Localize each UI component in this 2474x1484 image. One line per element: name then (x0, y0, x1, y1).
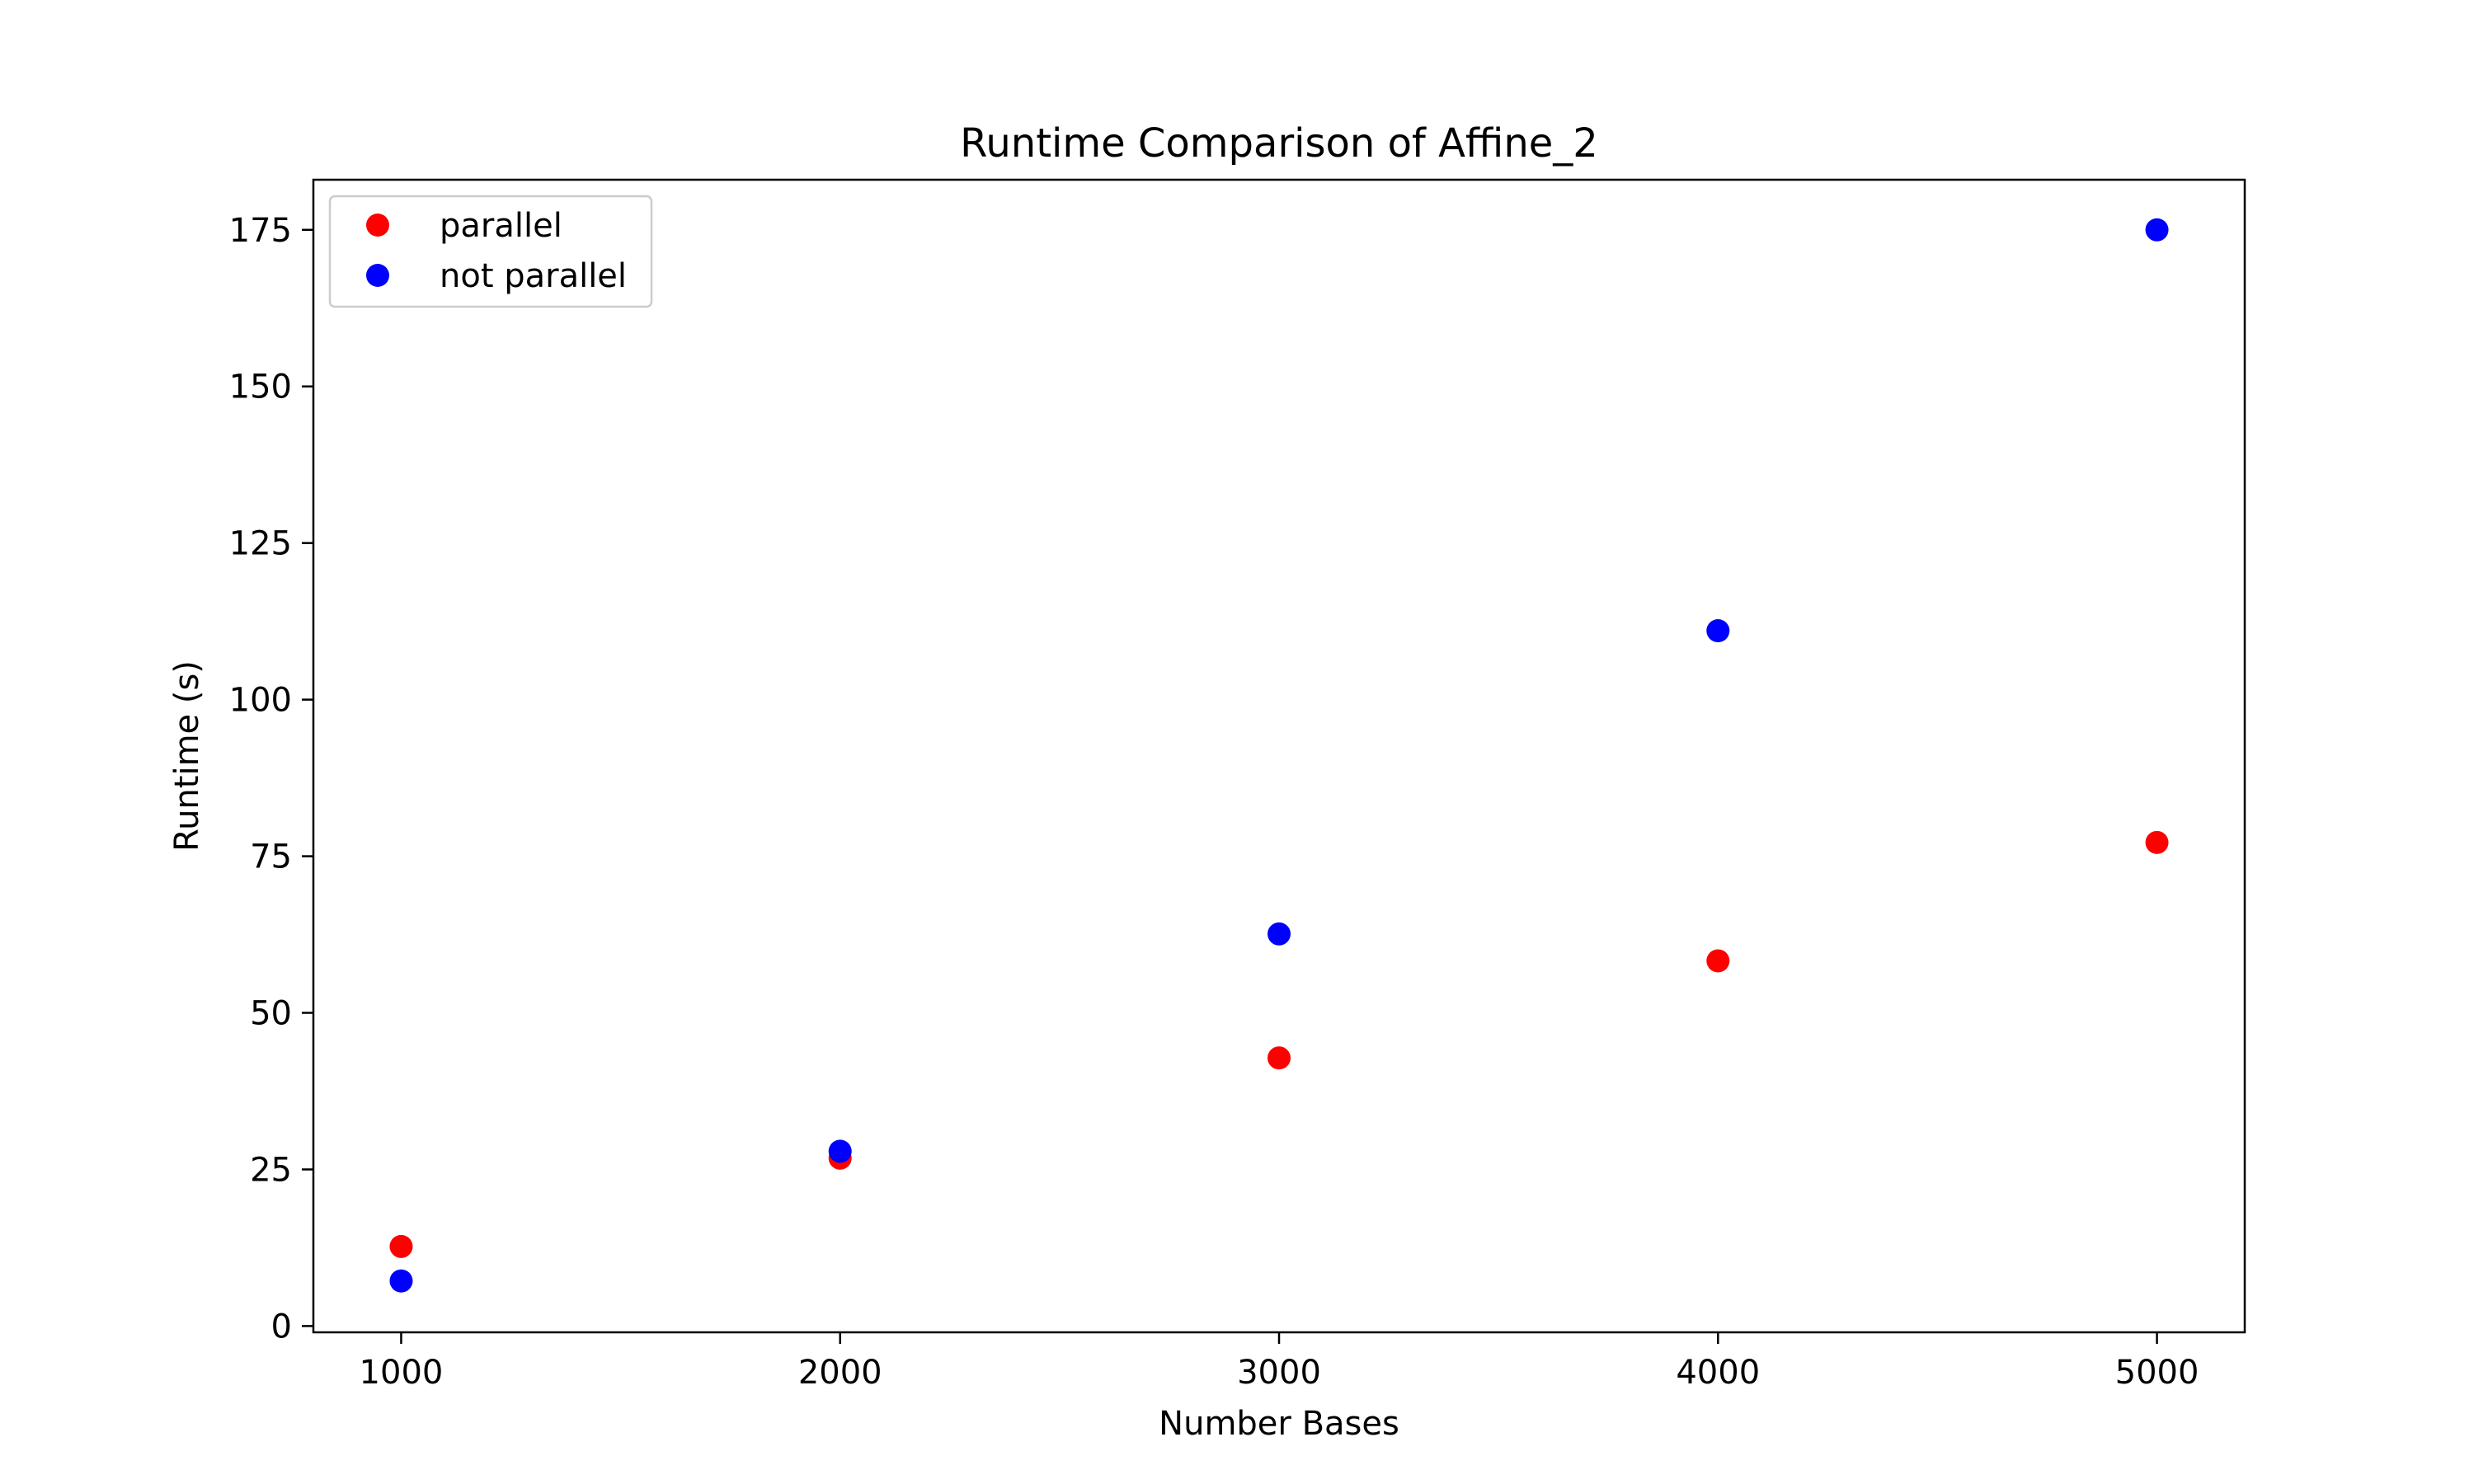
legend-label: not parallel (440, 257, 627, 295)
data-point (1268, 922, 1291, 946)
y-tick-label: 25 (250, 1151, 292, 1189)
data-point (828, 1139, 852, 1163)
legend-label: parallel (440, 207, 562, 245)
legend-marker (366, 264, 389, 287)
data-point (2145, 218, 2169, 242)
y-tick-label: 150 (229, 369, 292, 406)
y-tick-label: 175 (229, 212, 292, 250)
y-tick-label: 0 (271, 1308, 292, 1345)
y-tick-label: 75 (250, 838, 292, 876)
plot-area: 1000 2000 3000 4000 5000 0 25 50 75 100 125 150 175 (229, 178, 2246, 1392)
data-point (2145, 830, 2169, 854)
legend: parallel not parallel (328, 195, 653, 308)
data-point (1268, 1046, 1291, 1070)
data-point (389, 1269, 413, 1293)
x-tick-label: 5000 (2115, 1354, 2199, 1392)
x-tick-label: 3000 (1237, 1354, 1321, 1392)
y-tick-label: 100 (229, 682, 292, 720)
chart-title: Runtime Comparison of Affine_2 (960, 120, 1598, 167)
x-axis-label: Number Bases (1159, 1405, 1399, 1443)
data-point (389, 1234, 413, 1258)
legend-marker (366, 214, 389, 237)
x-tick-label: 4000 (1676, 1354, 1760, 1392)
data-point (1706, 619, 1730, 643)
x-tick-label: 1000 (360, 1354, 444, 1392)
series-not-parallel (389, 218, 2169, 1293)
data-point (1706, 949, 1730, 973)
y-tick-label: 125 (229, 525, 292, 563)
y-tick-label: 50 (250, 995, 292, 1033)
legend-box (328, 195, 653, 308)
y-axis-label: Runtime (s) (168, 660, 206, 852)
x-tick-label: 2000 (798, 1354, 882, 1392)
